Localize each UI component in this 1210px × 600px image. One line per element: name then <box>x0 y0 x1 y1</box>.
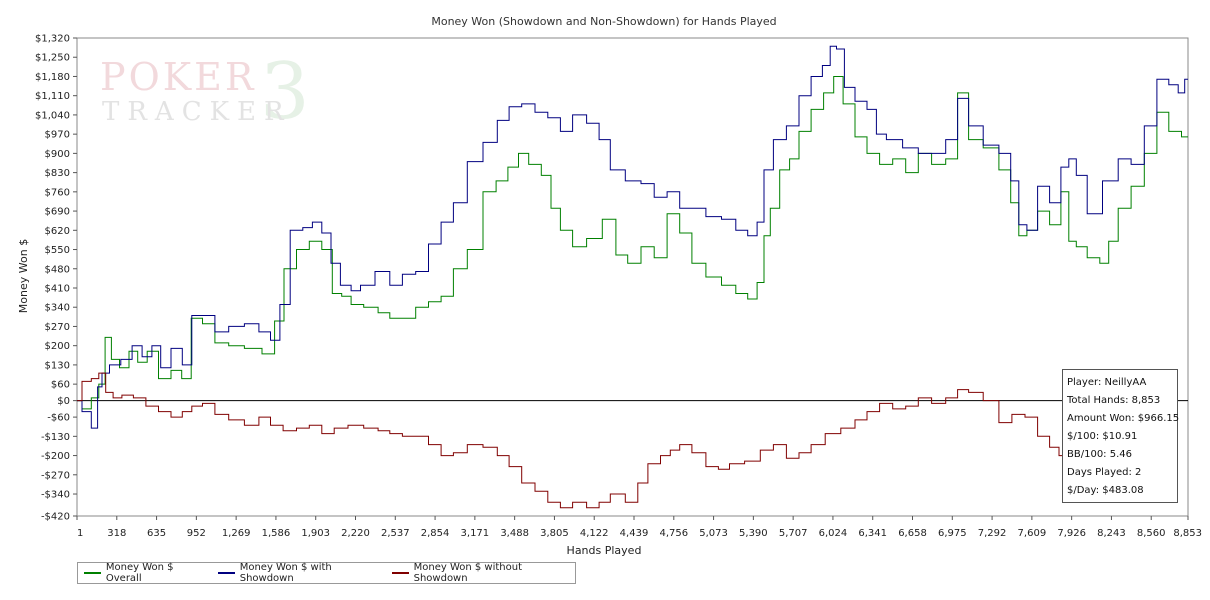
y-tick-label: $410 <box>45 283 70 294</box>
y-tick-label: -$130 <box>41 432 70 443</box>
legend-item-overall: Money Won $ Overall <box>84 562 206 584</box>
x-tick-label: 5,390 <box>739 528 768 539</box>
y-tick-label: -$270 <box>41 470 70 481</box>
y-tick-label: -$200 <box>41 451 70 462</box>
x-tick-label: 8,243 <box>1097 528 1126 539</box>
x-tick-label: 6,341 <box>858 528 887 539</box>
chart-legend: Money Won $ Overall Money Won $ with Sho… <box>77 562 576 584</box>
y-tick-label: $830 <box>45 168 70 179</box>
stat-amount-won: Amount Won: $966.15 <box>1067 413 1180 424</box>
x-tick-label: 2,537 <box>381 528 410 539</box>
x-tick-label: 3,805 <box>540 528 569 539</box>
x-tick-label: 1,586 <box>262 528 291 539</box>
x-tick-label: 1,269 <box>222 528 251 539</box>
player-stats-box: Player: NeillyAA Total Hands: 8,853 Amou… <box>1062 369 1180 503</box>
x-tick-label: 5,073 <box>699 528 728 539</box>
y-tick-label: -$340 <box>41 490 70 501</box>
y-tick-label: $480 <box>45 264 70 275</box>
legend-label-showdown: Money Won $ with Showdown <box>239 562 332 584</box>
y-tick-label: -$60 <box>47 413 70 424</box>
y-tick-label: $690 <box>45 207 70 218</box>
y-tick-label: $1,250 <box>35 53 70 64</box>
legend-label-non-showdown: Money Won $ without Showdown <box>413 562 523 584</box>
y-tick-label: $0 <box>57 396 70 407</box>
y-tick-label: $270 <box>45 322 70 333</box>
x-axis-label: Hands Played <box>567 544 642 557</box>
stat-days-played: Days Played: 2 <box>1067 467 1142 478</box>
stat-dollars-per-100: $/100: $10.91 <box>1067 431 1138 442</box>
x-tick-label: 8,560 <box>1137 528 1166 539</box>
x-tick-label: 318 <box>107 528 126 539</box>
x-tick-label: 3,171 <box>461 528 490 539</box>
x-axis: 1 318 635 952 1,269 1,586 1,903 2,220 2,537 2,854… <box>76 516 1202 539</box>
y-tick-label: $970 <box>45 130 70 141</box>
stat-bb-per-100: BB/100: 5.46 <box>1067 449 1132 460</box>
stat-dollars-per-day: $/Day: $483.08 <box>1067 485 1144 496</box>
stat-total-hands: Total Hands: 8,853 <box>1067 395 1161 406</box>
x-tick-label: 7,292 <box>978 528 1007 539</box>
x-tick-label: 2,220 <box>341 528 370 539</box>
plot-area <box>76 37 1189 517</box>
x-tick-label: 4,439 <box>620 528 649 539</box>
y-tick-label: $620 <box>45 226 70 237</box>
x-tick-label: 6,658 <box>898 528 927 539</box>
x-tick-label: 4,122 <box>580 528 609 539</box>
legend-item-non-showdown: Money Won $ without Showdown <box>391 562 569 584</box>
legend-swatch-overall <box>84 572 101 574</box>
y-tick-label: $1,040 <box>35 110 70 121</box>
x-tick-label: 7,926 <box>1057 528 1086 539</box>
y-axis: $1,320 $1,250 $1,180 $1,110 $1,040 $970 $900 $8… <box>35 34 77 523</box>
series-line-non-showdown <box>77 372 1081 509</box>
y-tick-label: $1,110 <box>35 91 70 102</box>
y-tick-label: -$420 <box>41 512 70 523</box>
legend-swatch-showdown <box>217 572 235 574</box>
x-tick-label: 1 <box>77 528 83 539</box>
y-tick-label: $900 <box>45 149 70 160</box>
y-tick-label: $760 <box>45 187 70 198</box>
y-tick-label: $1,180 <box>35 72 70 83</box>
y-tick-label: $1,320 <box>35 34 70 45</box>
y-tick-label: $60 <box>51 380 70 391</box>
x-tick-label: 3,488 <box>500 528 529 539</box>
stat-player: Player: NeillyAA <box>1067 377 1147 388</box>
x-tick-label: 8,853 <box>1173 528 1202 539</box>
y-tick-label: $550 <box>45 245 70 256</box>
x-tick-label: 5,707 <box>779 528 808 539</box>
x-tick-label: 1,903 <box>301 528 330 539</box>
y-axis-label: Money Won $ <box>17 239 30 313</box>
x-tick-label: 6,975 <box>938 528 967 539</box>
y-tick-label: $130 <box>45 360 70 371</box>
series-line-overall <box>77 76 1188 410</box>
x-tick-label: 635 <box>147 528 166 539</box>
x-tick-label: 6,024 <box>819 528 848 539</box>
y-tick-label: $340 <box>45 303 70 314</box>
x-tick-label: 4,756 <box>659 528 688 539</box>
legend-swatch-non-showdown <box>391 572 409 574</box>
series-line-showdown <box>77 45 1188 429</box>
x-tick-label: 952 <box>187 528 206 539</box>
x-tick-label: 7,609 <box>1018 528 1047 539</box>
legend-item-showdown: Money Won $ with Showdown <box>217 562 380 584</box>
legend-label-overall: Money Won $ Overall <box>105 562 174 584</box>
x-tick-label: 2,854 <box>421 528 450 539</box>
chart-title: Money Won (Showdown and Non-Showdown) fo… <box>431 15 776 28</box>
y-tick-label: $200 <box>45 341 70 352</box>
series-lines <box>77 45 1188 509</box>
